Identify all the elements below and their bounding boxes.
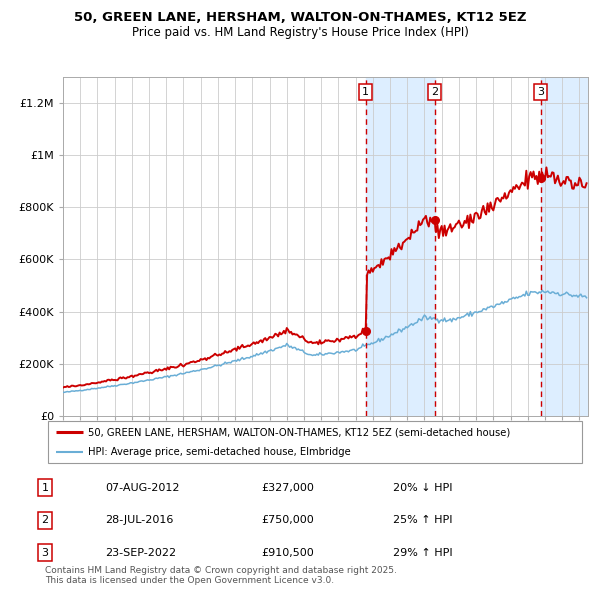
Text: £910,500: £910,500 xyxy=(261,548,314,558)
Text: 2: 2 xyxy=(431,87,438,97)
Text: 50, GREEN LANE, HERSHAM, WALTON-ON-THAMES, KT12 5EZ: 50, GREEN LANE, HERSHAM, WALTON-ON-THAME… xyxy=(74,11,526,24)
Text: 3: 3 xyxy=(41,548,49,558)
Text: Price paid vs. HM Land Registry's House Price Index (HPI): Price paid vs. HM Land Registry's House … xyxy=(131,26,469,39)
Text: 2: 2 xyxy=(41,516,49,525)
Text: 1: 1 xyxy=(362,87,369,97)
Text: £750,000: £750,000 xyxy=(261,516,314,525)
FancyBboxPatch shape xyxy=(48,421,582,463)
Text: 50, GREEN LANE, HERSHAM, WALTON-ON-THAMES, KT12 5EZ (semi-detached house): 50, GREEN LANE, HERSHAM, WALTON-ON-THAME… xyxy=(88,427,510,437)
Text: 07-AUG-2012: 07-AUG-2012 xyxy=(105,483,179,493)
Text: HPI: Average price, semi-detached house, Elmbridge: HPI: Average price, semi-detached house,… xyxy=(88,447,351,457)
Text: 20% ↓ HPI: 20% ↓ HPI xyxy=(393,483,452,493)
Bar xyxy=(541,77,588,416)
Text: £327,000: £327,000 xyxy=(261,483,314,493)
Bar xyxy=(365,77,434,416)
Text: 28-JUL-2016: 28-JUL-2016 xyxy=(105,516,173,525)
Text: 23-SEP-2022: 23-SEP-2022 xyxy=(105,548,176,558)
Text: Contains HM Land Registry data © Crown copyright and database right 2025.
This d: Contains HM Land Registry data © Crown c… xyxy=(45,566,397,585)
Text: 25% ↑ HPI: 25% ↑ HPI xyxy=(393,516,452,525)
Text: 29% ↑ HPI: 29% ↑ HPI xyxy=(393,548,452,558)
Text: 1: 1 xyxy=(41,483,49,493)
Text: 3: 3 xyxy=(537,87,544,97)
